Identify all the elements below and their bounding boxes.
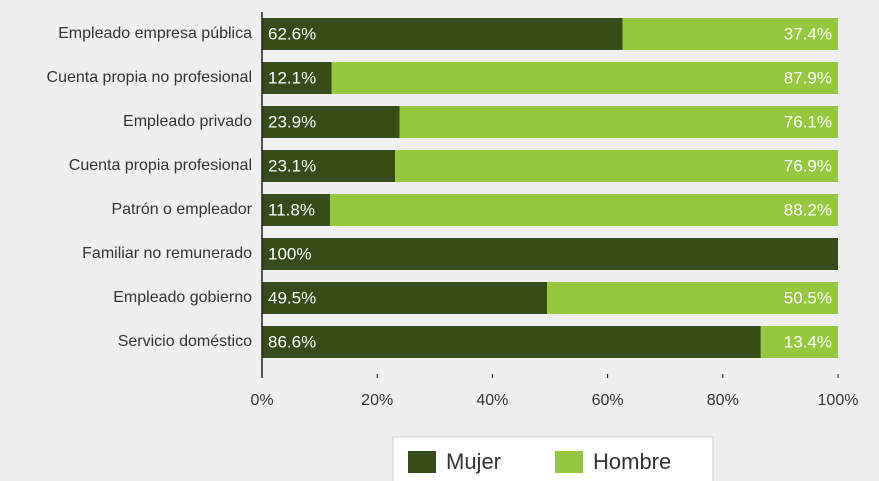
value-label: 12.1% [268, 68, 316, 87]
legend-box [392, 436, 714, 481]
bar-segment [331, 62, 838, 94]
category-label: Empleado privado [123, 113, 252, 130]
bar-segment [547, 282, 838, 314]
category-label: Cuenta propia profesional [69, 157, 252, 174]
bar-segment [262, 106, 400, 138]
bar-segment [262, 150, 396, 182]
category-label: Patrón o empleador [111, 201, 252, 218]
value-label: 62.6% [268, 24, 316, 43]
value-label: 13.4% [784, 332, 832, 351]
value-label: 76.1% [784, 112, 832, 131]
category-label: Familiar no remunerado [82, 245, 252, 262]
legend-label: Mujer [446, 449, 501, 474]
bar-segment [262, 326, 761, 358]
x-tick-label: 0% [250, 392, 273, 409]
x-tick-label: 100% [818, 392, 859, 409]
category-label: Cuenta propia no profesional [47, 69, 252, 86]
bar-segment [399, 106, 838, 138]
x-tick-label: 40% [476, 392, 508, 409]
category-label: Servicio doméstico [118, 333, 252, 350]
legend-swatch [555, 451, 583, 473]
legend-label: Hombre [593, 449, 671, 474]
value-label: 87.9% [784, 68, 832, 87]
bar-segment [622, 18, 838, 50]
category-label: Empleado empresa pública [58, 25, 252, 42]
bar-segment [329, 194, 838, 226]
bar-segment [262, 238, 838, 270]
x-tick-label: 20% [361, 392, 393, 409]
value-label: 37.4% [784, 24, 832, 43]
x-tick-label: 60% [592, 392, 624, 409]
x-tick-label: 80% [707, 392, 739, 409]
value-label: 86.6% [268, 332, 316, 351]
category-label: Empleado gobierno [113, 289, 252, 306]
bar-segment [262, 62, 332, 94]
value-label: 49.5% [268, 288, 316, 307]
legend-swatch [408, 451, 436, 473]
value-label: 76.9% [784, 156, 832, 175]
value-label: 88.2% [784, 200, 832, 219]
value-label: 50.5% [784, 288, 832, 307]
bar-segment [262, 18, 623, 50]
bar-segment [262, 194, 330, 226]
bar-segment [262, 282, 548, 314]
bar-segment [395, 150, 838, 182]
value-label: 100% [268, 244, 311, 263]
value-label: 11.8% [268, 200, 315, 219]
value-label: 23.9% [268, 112, 316, 131]
bar-segment [760, 326, 838, 358]
value-label: 23.1% [268, 156, 316, 175]
